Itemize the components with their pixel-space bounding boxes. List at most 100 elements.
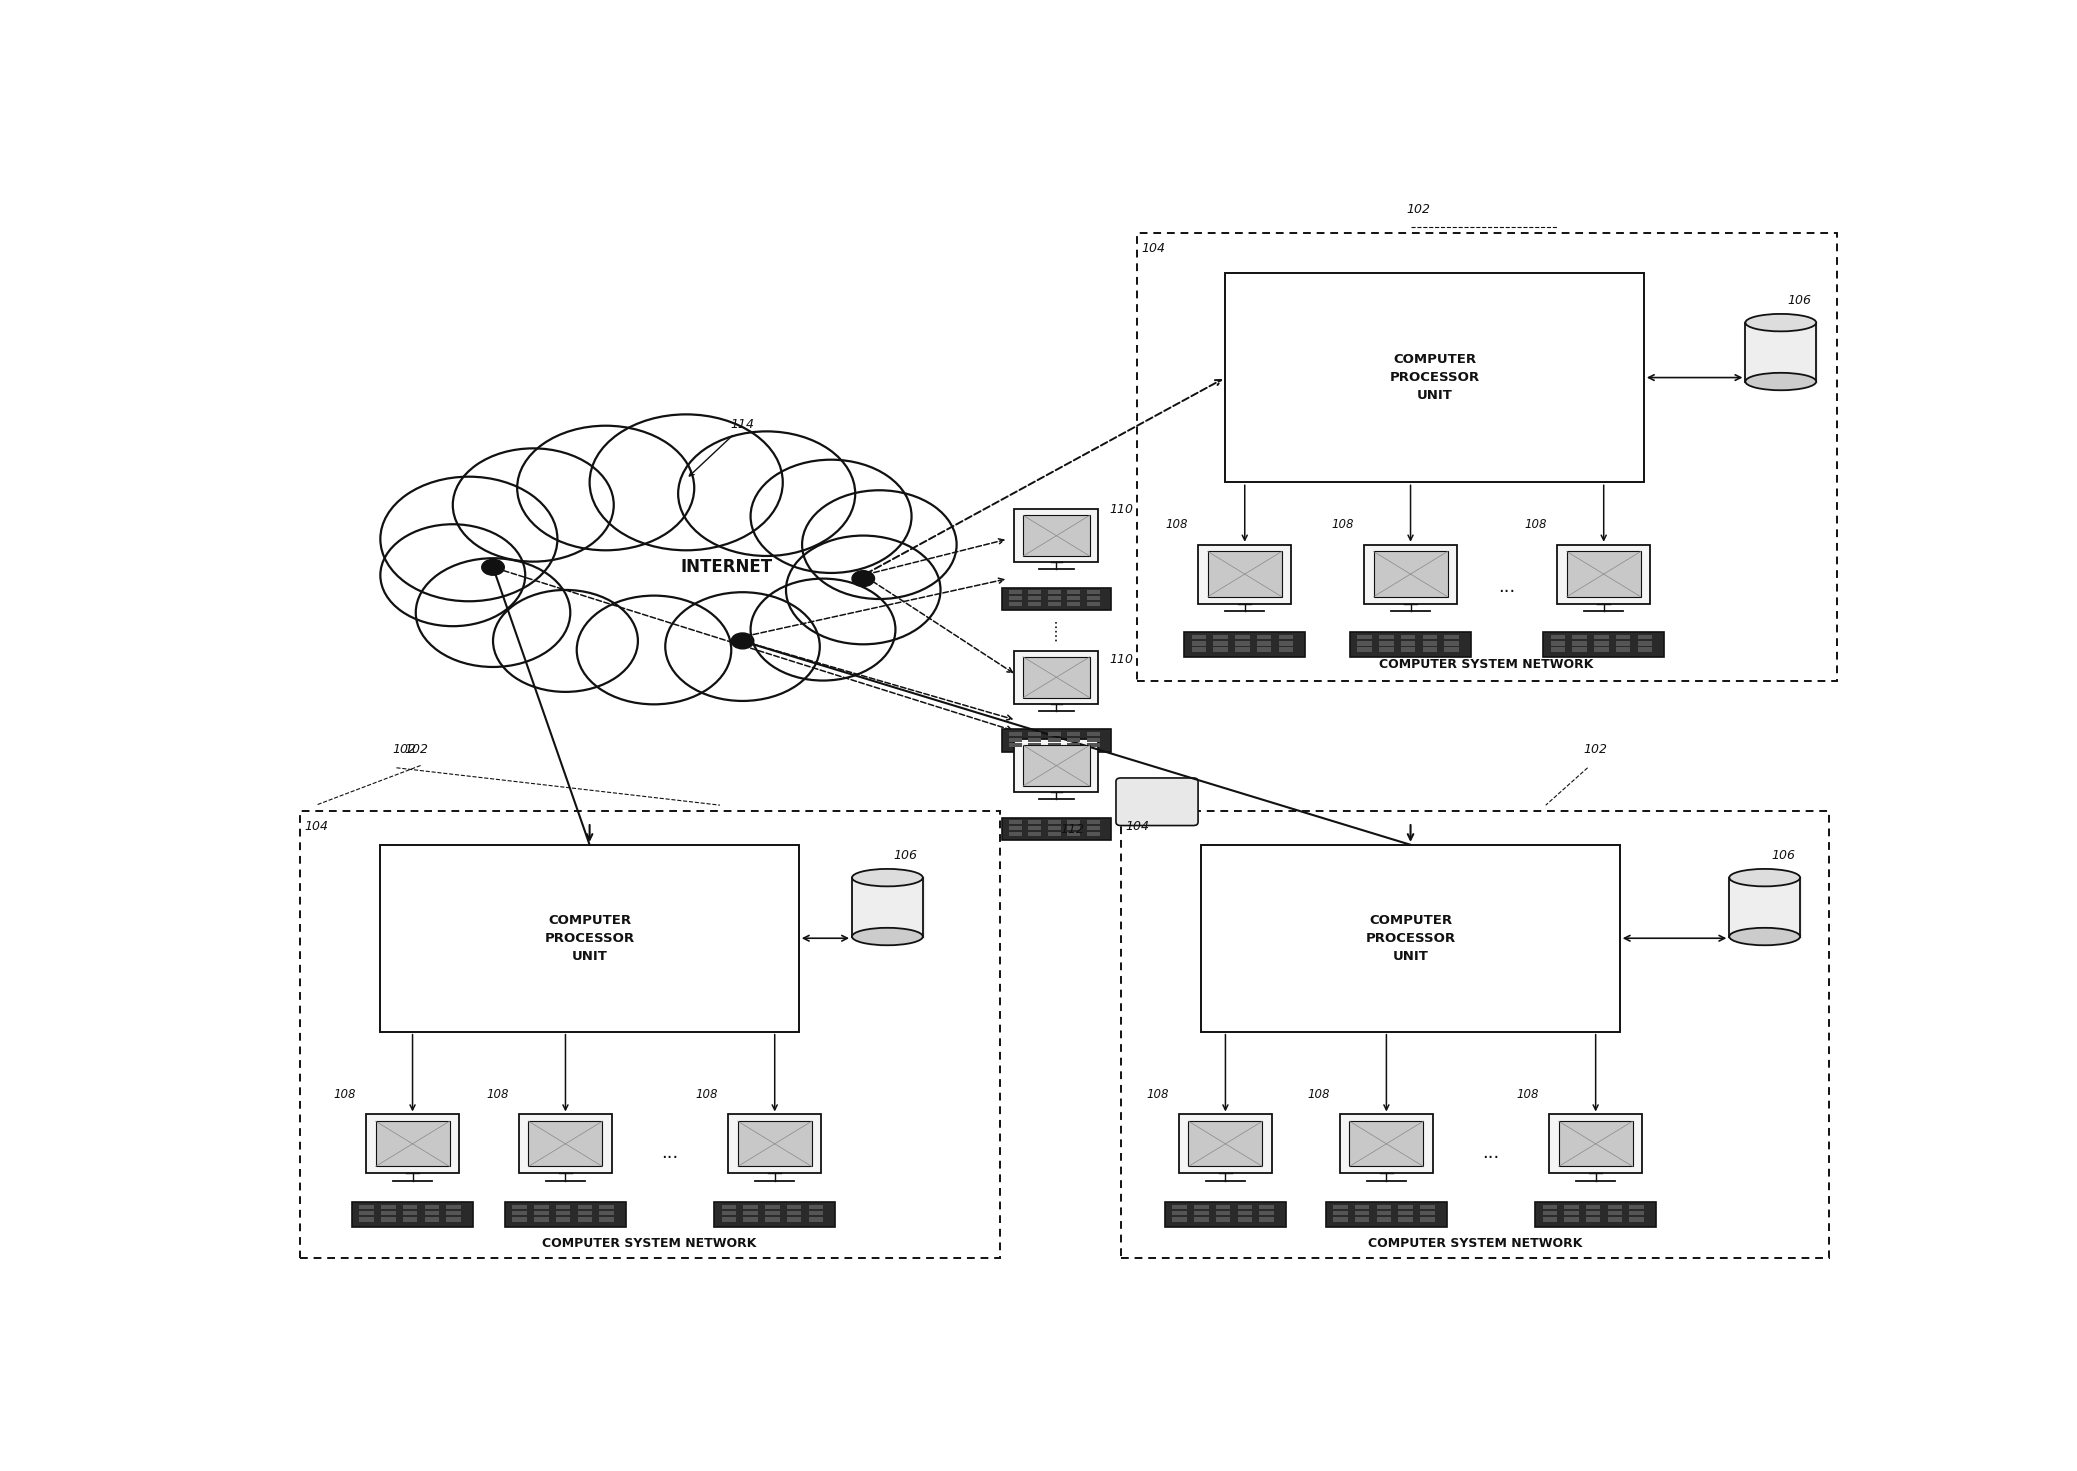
Bar [1192,635,1207,640]
Text: 108: 108 [1165,518,1188,531]
Bar [447,1217,461,1221]
Bar [1086,602,1101,606]
Bar [1593,641,1608,646]
Bar [1608,1217,1622,1221]
Circle shape [482,559,505,575]
Bar [1215,1217,1230,1221]
Bar [1236,647,1250,652]
Bar [519,1115,613,1174]
Bar [359,1205,374,1209]
Text: COMPUTER
PROCESSOR
UNIT: COMPUTER PROCESSOR UNIT [544,913,636,962]
Bar [1587,1205,1601,1209]
Bar [1400,641,1414,646]
Bar [505,1202,625,1227]
Text: 108: 108 [696,1087,719,1100]
Text: 108: 108 [334,1087,355,1100]
Bar [1086,821,1101,824]
Bar [1616,647,1630,652]
Bar [1354,1211,1369,1215]
Bar [1009,596,1022,600]
Circle shape [785,535,941,644]
Ellipse shape [1745,372,1815,390]
Bar [1444,647,1458,652]
Bar [1001,730,1111,752]
Bar [1350,633,1471,656]
Bar [1354,1217,1369,1221]
Bar [1068,831,1080,836]
Bar [1047,602,1061,606]
Bar [1379,647,1394,652]
Bar [424,1217,438,1221]
Bar [1236,641,1250,646]
Circle shape [852,571,874,587]
Bar [1194,1217,1209,1221]
Bar [1593,647,1608,652]
Bar [1279,641,1294,646]
Bar [1238,1211,1252,1215]
Bar [513,1217,528,1221]
Bar [1136,232,1836,681]
Bar [721,1211,735,1215]
Text: COMPUTER
PROCESSOR
UNIT: COMPUTER PROCESSOR UNIT [1365,913,1456,962]
Bar [1564,1217,1579,1221]
Bar [1333,1211,1348,1215]
Bar [1047,743,1061,747]
Bar [1024,658,1090,697]
Bar [1421,1205,1435,1209]
Bar [1535,1202,1655,1227]
Bar [1358,641,1373,646]
Bar [764,1205,779,1209]
Bar [1637,647,1651,652]
Text: 108: 108 [1525,518,1547,531]
Bar [1068,602,1080,606]
FancyBboxPatch shape [1115,778,1198,825]
Bar [787,1205,802,1209]
Bar [1068,733,1080,736]
Bar [403,1211,417,1215]
Bar [380,844,800,1031]
Bar [737,1121,812,1167]
Bar [1279,635,1294,640]
Bar [557,1217,571,1221]
Text: 110: 110 [1109,503,1134,516]
Text: 102: 102 [1406,203,1431,216]
Bar [1207,552,1282,597]
Bar [1068,737,1080,741]
Bar [852,878,922,937]
Bar [513,1205,528,1209]
Bar [1122,811,1830,1258]
Bar [424,1205,438,1209]
Circle shape [415,558,571,666]
Bar [1587,1211,1601,1215]
Bar [1047,596,1061,600]
Bar [1014,509,1099,562]
Bar [1009,733,1022,736]
Circle shape [577,596,731,705]
Bar [447,1205,461,1209]
Bar [1350,1121,1423,1167]
Circle shape [665,593,820,702]
Bar [447,1211,461,1215]
Bar [1593,635,1608,640]
Bar [1086,733,1101,736]
Bar [1333,1217,1348,1221]
Bar [1215,1205,1230,1209]
Bar [1572,635,1587,640]
Bar [1340,1115,1433,1174]
Bar [1377,1211,1392,1215]
Bar [1024,515,1090,556]
Bar [1259,1217,1273,1221]
Bar [1543,1211,1558,1215]
Bar [1028,590,1041,594]
Bar [808,1217,822,1221]
Bar [1549,1115,1643,1174]
Bar [1068,821,1080,824]
Bar [382,1211,395,1215]
Bar [1225,272,1643,482]
Bar [299,811,999,1258]
Bar [714,1202,835,1227]
Bar [808,1205,822,1209]
Bar [1572,647,1587,652]
Bar [1587,1217,1601,1221]
Bar [1047,737,1061,741]
